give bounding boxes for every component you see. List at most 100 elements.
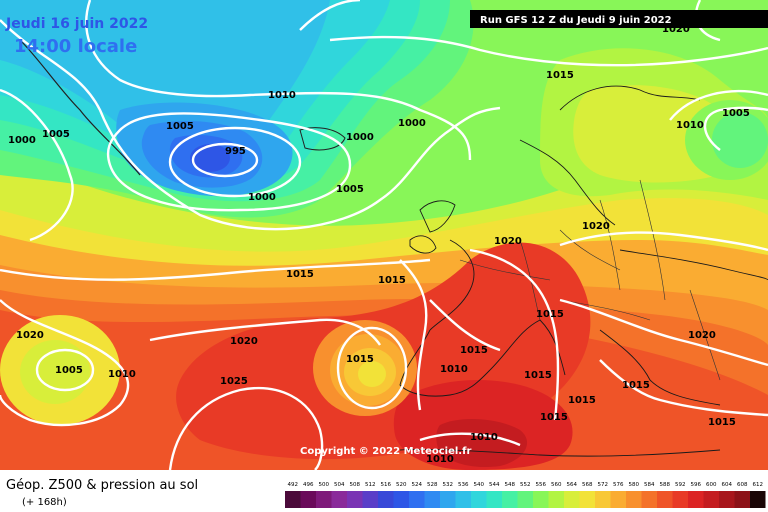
isobar-label: 1020 [16, 330, 44, 341]
isobar-label: 1010 [426, 454, 454, 465]
legend-swatch [564, 491, 580, 508]
isobar-label: 1020 [494, 236, 522, 247]
isobar-label: 1020 [688, 330, 716, 341]
run-info-box [470, 10, 768, 28]
low-center-995: 995 [225, 146, 246, 157]
legend-swatch [440, 491, 456, 508]
legend-swatch [734, 491, 750, 508]
forecast-date: Jeudi 16 juin 2022 [5, 16, 148, 32]
pressure-labels: 995 1000 1000 1000 1000 1005 1005 1005 1… [8, 24, 750, 465]
forecast-time: 14:00 locale [14, 36, 137, 57]
legend-swatch [316, 491, 332, 508]
legend-swatch [331, 491, 347, 508]
legend-tick-label: 556 [536, 482, 547, 488]
isobar-label: 1015 [524, 370, 552, 381]
isobar-label: 1025 [220, 376, 248, 387]
legend-tick-label: 508 [350, 482, 361, 488]
legend-swatch [455, 491, 471, 508]
isobar-label: 1020 [230, 336, 258, 347]
isobar-label: 1005 [166, 121, 194, 132]
legend-tick-label: 576 [613, 482, 624, 488]
isobar-label: 1005 [336, 184, 364, 195]
legend-tick-label: 524 [412, 482, 423, 488]
isobars [0, 0, 768, 470]
legend-swatch [672, 491, 688, 508]
legend-tick-label: 604 [722, 482, 733, 488]
lead-time: (+ 168h) [22, 497, 67, 508]
legend-swatch [362, 491, 378, 508]
isobar-label: 1000 [398, 118, 426, 129]
legend-tick-label: 612 [753, 482, 764, 488]
legend-swatch [548, 491, 564, 508]
legend-swatch [657, 491, 673, 508]
color-legend: 492 496 500 504 508 512 516 520 524 528 532 536 540 5… [285, 482, 766, 508]
legend-tick-label: 608 [737, 482, 748, 488]
legend-tick-label: 596 [691, 482, 702, 488]
legend-tick-label: 500 [319, 482, 330, 488]
legend-tick-label: 504 [334, 482, 345, 488]
isobar-label: 1000 [346, 132, 374, 143]
legend-swatch [300, 491, 316, 508]
legend-tick-label: 584 [644, 482, 655, 488]
isobar-label: 1015 [378, 275, 406, 286]
legend-swatch [610, 491, 626, 508]
legend-swatch [703, 491, 719, 508]
legend-swatch [409, 491, 425, 508]
isobar-label: 1010 [108, 369, 136, 380]
geopotential-field [0, 0, 768, 470]
legend-tick-label: 492 [288, 482, 299, 488]
legend-swatch [285, 491, 301, 508]
legend-tick-label: 592 [675, 482, 686, 488]
legend-tick-label: 548 [505, 482, 516, 488]
legend-tick-label: 580 [629, 482, 640, 488]
isobar-label: 1015 [460, 345, 488, 356]
run-info: Run GFS 12 Z du Jeudi 9 juin 2022 [480, 15, 672, 26]
legend-swatch [347, 491, 363, 508]
isobar-label: 1015 [546, 70, 574, 81]
isobar-label: 1010 [440, 364, 468, 375]
legend-swatch [750, 491, 766, 508]
isobar-label: 1010 [268, 90, 296, 101]
legend-tick-label: 536 [458, 482, 469, 488]
map-title: Géop. Z500 & pression au sol [6, 478, 198, 493]
legend-tick-label: 512 [365, 482, 376, 488]
legend-tick-label: 552 [520, 482, 531, 488]
isobar-label: 1015 [622, 380, 650, 391]
legend-tick-label: 572 [598, 482, 609, 488]
legend-swatch [378, 491, 394, 508]
isobar-label: 1015 [286, 269, 314, 280]
isobar-label: 1015 [568, 395, 596, 406]
isobar-label: 1015 [536, 309, 564, 320]
legend-swatch [641, 491, 657, 508]
legend-swatch [517, 491, 533, 508]
isobar-label: 1020 [662, 24, 690, 35]
legend-swatch [486, 491, 502, 508]
legend-swatch [424, 491, 440, 508]
isobar-label: 1005 [42, 129, 70, 140]
legend-tick-label: 516 [381, 482, 392, 488]
isobar-label: 1015 [540, 412, 568, 423]
legend-tick-label: 540 [474, 482, 485, 488]
isobar-label: 1015 [708, 417, 736, 428]
legend-tick-label: 520 [396, 482, 407, 488]
legend-swatch [393, 491, 409, 508]
isobar-label: 1010 [676, 120, 704, 131]
legend-tick-label: 496 [303, 482, 314, 488]
isobar-label: 1000 [8, 135, 36, 146]
legend-swatch [502, 491, 518, 508]
isobar-label: 1005 [722, 108, 750, 119]
legend-tick-label: 564 [567, 482, 578, 488]
isobar-label: 1000 [248, 192, 276, 203]
legend-swatch [579, 491, 595, 508]
legend-tick-label: 588 [660, 482, 671, 488]
legend-swatch [533, 491, 549, 508]
legend-tick-label: 560 [551, 482, 562, 488]
isobar-label: 1020 [582, 221, 610, 232]
legend-swatch [688, 491, 704, 508]
isobar-label: 1015 [346, 354, 374, 365]
legend-tick-label: 600 [706, 482, 717, 488]
legend-swatch [595, 491, 611, 508]
isobar-label: 1005 [55, 365, 83, 376]
legend-tick-label: 528 [427, 482, 438, 488]
